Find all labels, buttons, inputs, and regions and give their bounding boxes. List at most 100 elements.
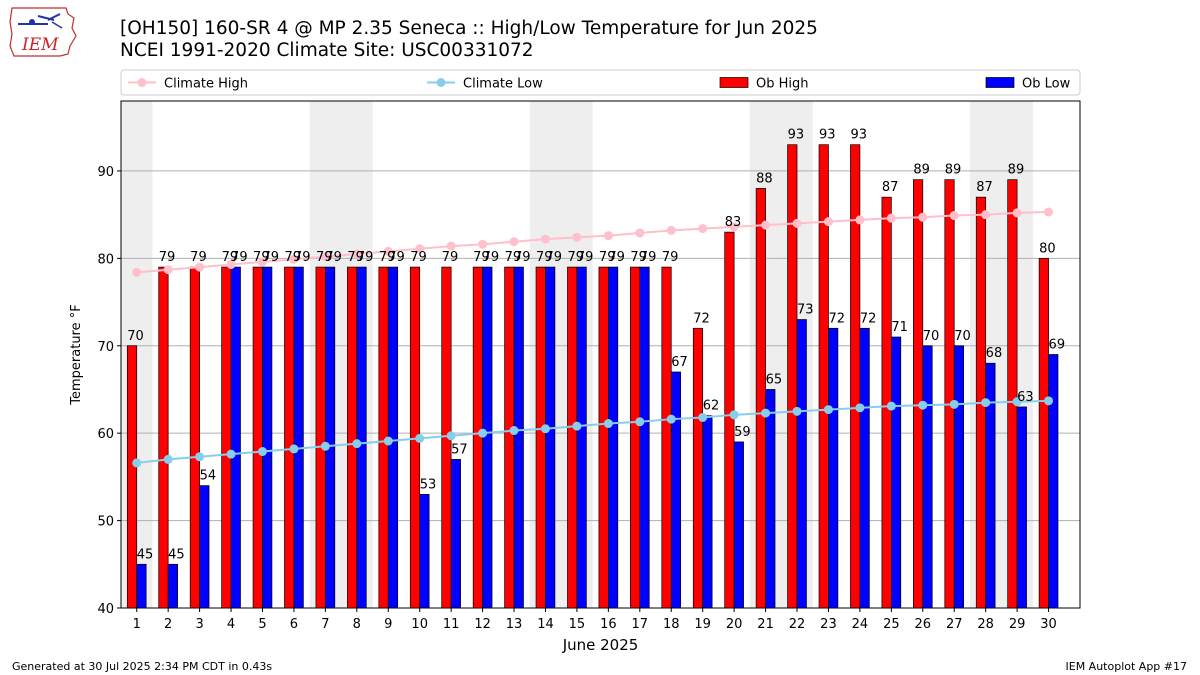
weekend-shade [969,101,1002,608]
ob-high-label: 87 [882,180,899,195]
ob-low-label: 79 [514,250,531,265]
climate-low-point [761,408,771,418]
ob-low-label: 72 [860,311,877,326]
ob-high-bar [126,345,138,609]
ob-low-label: 62 [703,399,720,414]
x-axis-label: June 2025 [562,636,639,654]
climate-high-point [132,267,142,277]
legend-climate-low-swatch-marker [436,78,446,87]
ob-high-bar [567,266,578,609]
weekend-shade [121,101,153,608]
climate-low-point [886,401,896,411]
ob-low-bar [450,459,461,609]
ob-high-label: 79 [662,250,679,265]
climate-low-point [949,399,959,409]
climate-high-point [195,262,205,272]
ob-low-label: 45 [168,547,185,562]
ob-high-bar [378,266,389,609]
ob-high-label: 72 [693,311,710,326]
climate-low-point [289,444,299,454]
ob-high-bar [630,266,641,609]
climate-high-point [761,220,771,230]
ob-high-bar [1038,257,1049,609]
weekend-shade [561,101,593,608]
climate-high-point [918,212,928,222]
ob-high-bar [472,266,483,609]
ob-high-label: 79 [630,250,647,265]
climate-low-point [509,426,519,436]
x-tick-label: 8 [353,617,361,632]
ob-low-label: 57 [451,442,468,457]
climate-low-point [352,439,362,449]
climate-high-point [478,239,488,249]
weekend-shade [341,101,373,608]
ob-high-bar [975,196,987,609]
ob-high-bar [724,231,735,609]
x-tick-label: 2 [164,617,172,632]
x-tick-label: 5 [258,617,266,632]
ob-high-label: 79 [473,250,490,265]
ob-low-bar [136,563,147,609]
x-tick-label: 19 [694,617,711,632]
climate-low-point [1012,397,1022,407]
ob-high-bar [850,144,861,609]
ob-high-bar [787,144,798,609]
ob-high-bar [1007,179,1018,609]
ob-high-label: 87 [976,180,993,195]
x-tick-label: 9 [384,617,392,632]
ob-low-label: 69 [1049,338,1066,353]
x-tick-label: 17 [632,617,649,632]
climate-high-point [635,228,645,238]
ob-high-label: 83 [725,215,742,230]
climate-low-point [603,419,613,429]
ob-low-bar [828,327,839,609]
ob-high-bar [692,327,704,609]
ob-low-bar [419,494,430,609]
iem-logo: IEM [9,7,77,57]
climate-low-point [855,403,865,413]
ob-high-label: 79 [567,250,584,265]
ob-high-bar [252,266,263,609]
y-tick-label: 60 [97,427,114,442]
ob-high-label: 79 [190,250,207,265]
ob-high-bar [755,188,766,609]
climate-low-point [666,414,676,424]
weekend-shade [1001,101,1033,608]
ob-high-label: 79 [379,250,396,265]
climate-low-point [478,428,488,438]
climate-high-point [446,241,456,251]
ob-low-label: 45 [137,547,154,562]
climate-low-point [415,433,425,443]
ob-high-label: 79 [410,250,427,265]
ob-low-label: 71 [891,320,908,335]
ob-high-label: 88 [756,171,773,186]
climate-high-point [949,211,959,221]
x-tick-label: 25 [883,617,900,632]
climate-low-point [823,405,833,415]
x-tick-label: 1 [133,617,141,632]
x-tick-label: 23 [820,617,837,632]
ob-low-bar [387,266,399,609]
title-line-2: NCEI 1991-2020 Climate Site: USC00331072 [120,40,534,61]
climate-high-point [603,231,613,241]
ob-low-label: 79 [231,250,248,265]
ob-low-label: 79 [577,250,594,265]
climate-low-point [572,421,582,431]
ob-low-bar [639,266,650,609]
climate-low-line [136,399,1049,464]
y-axis-label: Temperature °F [69,304,84,405]
ob-low-label: 79 [545,250,562,265]
ob-low-bar [262,266,273,609]
plot-frame [120,100,1081,609]
weekend-shade [309,101,342,608]
weekend-shade [781,101,813,608]
x-tick-label: 4 [227,617,235,632]
climate-low-point [257,447,267,457]
ob-high-bar [661,266,672,609]
climate-high-point [226,259,236,269]
ob-high-bar [409,266,421,609]
logo-text: IEM [21,35,59,55]
ob-low-label: 73 [797,303,814,318]
y-tick-label: 80 [97,252,114,267]
climate-low-point [163,454,173,464]
